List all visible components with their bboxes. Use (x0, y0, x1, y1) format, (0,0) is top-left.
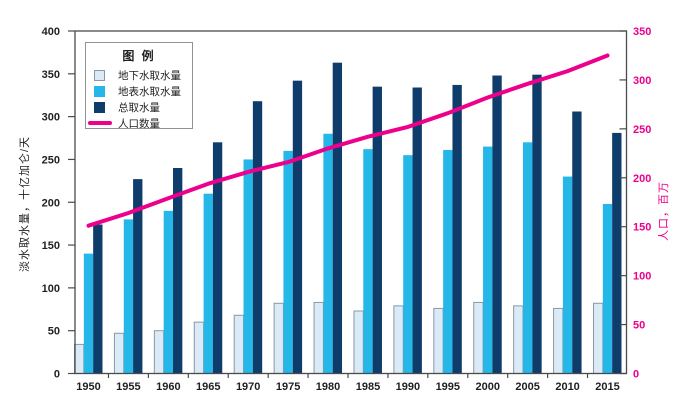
x-axis-year-label: 2005 (515, 381, 539, 393)
bar-总取水量-2010 (572, 111, 582, 374)
population-line (86, 53, 610, 228)
right-axis-tick-label: 150 (633, 222, 651, 234)
total-withdrawal-swatch-icon (94, 101, 105, 113)
bar-地下水取水量-1965 (193, 321, 205, 375)
bar-地表水取水量-2000 (483, 146, 493, 374)
bar-地表水取水量-1970 (243, 159, 253, 374)
bar-地下水取水量-1970 (233, 314, 245, 374)
legend-label-surface-water: 地表水取水量 (118, 85, 181, 98)
x-axis-year-label: 1995 (436, 381, 460, 393)
bar-地表水取水量-2005 (522, 142, 533, 374)
x-axis-year-label: 1970 (236, 381, 260, 393)
bar-地下水取水量-1990 (393, 305, 404, 374)
right-axis-title: 人口，百万 (658, 181, 670, 241)
bar-总取水量-2000 (492, 75, 502, 374)
bar-总取水量-1970 (252, 101, 263, 374)
left-axis-tick-label: 250 (42, 154, 60, 166)
bar-地表水取水量-1995 (443, 150, 453, 374)
left-axis-tick-label: 350 (42, 69, 60, 81)
bar-地下水取水量-1985 (353, 310, 364, 374)
legend-item-groundwater: 地下水取水量 (94, 67, 192, 83)
bar-总取水量-2005 (532, 74, 542, 374)
x-axis-year-label: 1975 (276, 381, 300, 393)
x-axis-year-label: 1960 (156, 381, 180, 393)
bar-地下水取水量-2005 (513, 305, 524, 374)
bar-总取水量-2015 (612, 132, 622, 374)
bar-地表水取水量-1965 (203, 193, 213, 374)
groundwater-swatch-icon (94, 69, 105, 81)
bar-地下水取水量-2000 (473, 301, 484, 374)
left-axis-tick-label: 50 (48, 326, 60, 338)
bar-总取水量-1950 (93, 224, 103, 374)
bar-地表水取水量-1950 (83, 253, 94, 374)
right-axis-tick-label: 350 (633, 26, 651, 38)
bar-地表水取水量-2010 (562, 176, 573, 374)
left-axis-tick-label: 300 (42, 112, 60, 124)
bar-地下水取水量-1980 (313, 301, 324, 374)
bar-地下水取水量-1975 (273, 302, 284, 375)
right-axis-tick-label: 0 (633, 369, 639, 381)
bar-地下水取水量-2010 (553, 307, 564, 374)
left-axis-tick-label: 0 (54, 369, 60, 381)
legend-label-total: 总取水量 (118, 101, 160, 114)
left-axis-tick-label: 400 (42, 26, 60, 38)
legend-item-population: 人口数量 (88, 115, 192, 131)
bar-总取水量-1985 (372, 86, 382, 374)
bar-地下水取水量-1995 (433, 307, 444, 374)
x-axis-year-label: 1985 (356, 381, 380, 393)
bar-地下水取水量-2015 (593, 302, 604, 375)
bar-总取水量-1960 (173, 168, 183, 374)
right-axis-tick-label: 300 (633, 75, 651, 87)
bar-总取水量-1990 (412, 87, 422, 374)
left-axis-title: 淡水取水量，十亿加仑/天 (19, 135, 31, 273)
population-line-swatch-icon (88, 121, 112, 125)
bar-总取水量-1965 (212, 142, 223, 374)
x-axis-year-label: 1990 (396, 381, 420, 393)
bar-地表水取水量-1985 (363, 149, 373, 374)
legend-label-groundwater: 地下水取水量 (118, 69, 181, 82)
bar-地表水取水量-1975 (283, 150, 293, 374)
legend-title: 图 例 (122, 49, 156, 63)
bar-series-1 (83, 133, 613, 374)
bar-地表水取水量-1955 (123, 219, 134, 374)
x-axis-year-label: 1950 (76, 381, 100, 393)
bar-地下水取水量-1955 (113, 332, 125, 375)
bar-总取水量-1995 (452, 84, 462, 374)
x-axis-year-label: 2015 (595, 381, 619, 393)
right-axis-tick-label: 100 (633, 271, 651, 283)
left-axis-tick-label: 150 (42, 240, 60, 252)
bar-series-2 (93, 62, 622, 374)
bar-地表水取水量-1990 (403, 155, 413, 374)
legend-item-surface-water: 地表水取水量 (94, 83, 192, 99)
x-axis-year-label: 1980 (316, 381, 340, 393)
x-axis-year-label: 1965 (196, 381, 220, 393)
x-axis-year-label: 2000 (475, 381, 499, 393)
right-axis-tick-label: 50 (633, 320, 645, 332)
bar-总取水量-1975 (292, 80, 303, 374)
surface-water-swatch-icon (94, 85, 105, 97)
bar-地下水取水量-1960 (153, 330, 165, 375)
legend: 图 例 地下水取水量 地表水取水量 总取水量 人口数量 (85, 42, 193, 131)
x-axis-year-label: 1955 (116, 381, 140, 393)
right-axis-tick-label: 250 (633, 124, 651, 136)
left-axis-tick-label: 100 (42, 283, 60, 295)
bar-地表水取水量-2015 (602, 203, 613, 374)
bar-地表水取水量-1980 (323, 133, 333, 374)
bar-总取水量-1980 (332, 62, 343, 374)
x-axis-year-label: 2010 (555, 381, 579, 393)
right-axis-tick-label: 200 (633, 173, 651, 185)
bar-地下水取水量-1950 (74, 343, 85, 375)
legend-label-population: 人口数量 (118, 117, 160, 130)
bar-总取水量-1955 (133, 179, 143, 374)
legend-item-total: 总取水量 (94, 99, 192, 115)
bar-地表水取水量-1960 (163, 210, 174, 374)
left-axis-tick-label: 200 (42, 197, 60, 209)
